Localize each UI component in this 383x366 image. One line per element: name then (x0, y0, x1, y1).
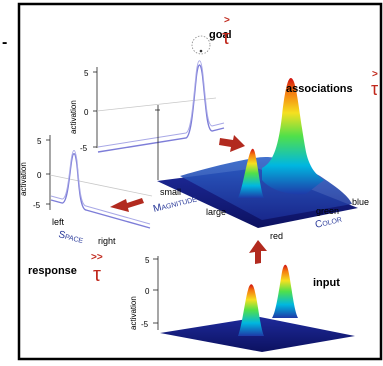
associations-threshold-tau: τ (371, 79, 378, 99)
associations-threshold-top: > (372, 69, 378, 80)
input-tick-neg5: -5 (141, 320, 149, 329)
color-red-label: red (270, 231, 283, 241)
goal-curve-front (97, 64, 225, 153)
associations-to-response-arrow (110, 198, 144, 212)
goal-curve-back (97, 60, 225, 148)
goal-label: goal (209, 29, 232, 41)
space-zero-line (49, 174, 153, 197)
space-curve-back (50, 150, 151, 225)
space-curve-front (50, 153, 151, 229)
goal-plot: 5 0 -5 activation (69, 60, 225, 153)
goal-tick-0: 0 (84, 108, 89, 117)
space-left-label: left (52, 217, 65, 227)
input-label: input (313, 277, 340, 289)
input-tick-0: 0 (145, 287, 150, 296)
input-to-associations-arrow (249, 240, 267, 264)
goal-activation-label: activation (69, 100, 78, 134)
space-tick-0: 0 (37, 171, 42, 180)
color-blue-label: blue (352, 197, 369, 207)
associations-field: small Magnitude large red green Color bl… (152, 78, 369, 241)
space-activation-label: activation (19, 162, 28, 196)
goal-zero-line (96, 97, 217, 112)
magnitude-small-label: small (160, 187, 181, 197)
goal-to-associations-arrow (219, 135, 245, 152)
associations-peak-small (238, 148, 264, 198)
input-field: 5 0 -5 activation (129, 256, 355, 352)
goal-circle (191, 35, 211, 55)
response-threshold-tau: τ (93, 264, 101, 286)
associations-peak-main (262, 78, 324, 195)
input-tick-5: 5 (145, 256, 150, 265)
goal-threshold-top: > (224, 15, 230, 26)
magnitude-large-label: large (206, 207, 226, 217)
associations-label: associations (286, 83, 353, 95)
goal-tick-5: 5 (84, 69, 89, 78)
panel-marker: - (2, 34, 7, 51)
space-right-label: right (98, 236, 116, 246)
goal-tick-neg5: -5 (80, 144, 88, 153)
space-plot: 5 0 -5 activation left Space right (19, 135, 153, 246)
response-label: response (28, 265, 77, 277)
response-threshold-top: >> (91, 252, 103, 263)
space-tick-5: 5 (37, 137, 42, 146)
goal-threshold-tau: τ (222, 27, 230, 49)
input-activation-label: activation (129, 296, 138, 330)
space-tick-neg5: -5 (33, 201, 41, 210)
color-green-label: green (316, 206, 339, 216)
input-peak-right (272, 264, 298, 318)
input-peak-left (238, 284, 264, 336)
goal-dot (199, 49, 203, 53)
